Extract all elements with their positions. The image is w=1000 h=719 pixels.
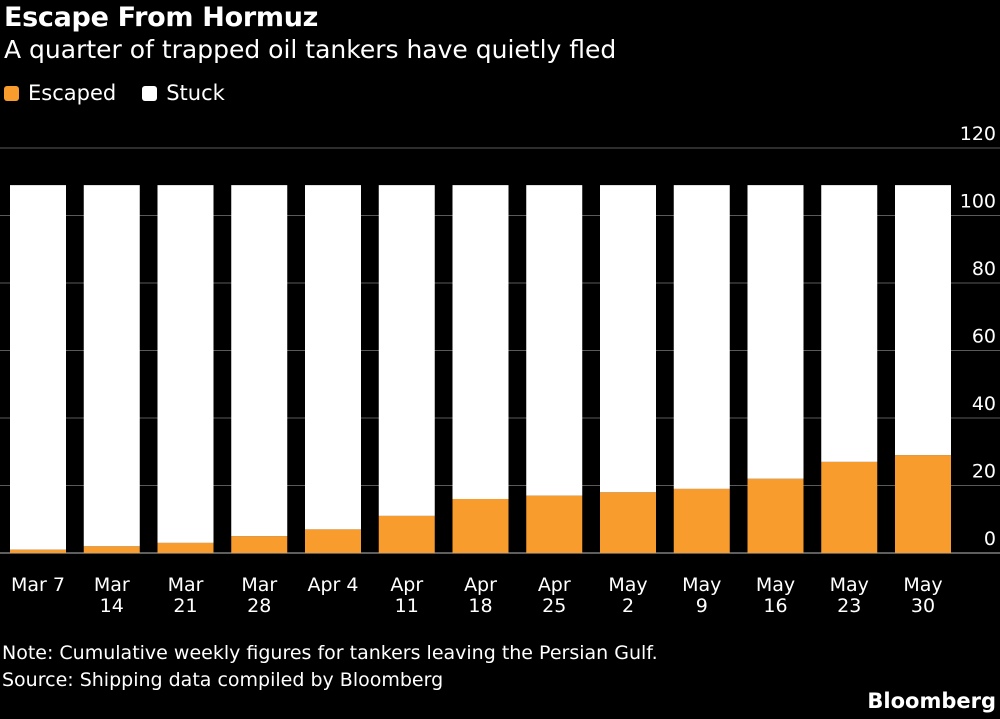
bar-stuck-1 [83, 185, 140, 547]
x-tick-label-5-0: Apr [390, 574, 423, 596]
y-tick-label-120: 120 [960, 123, 996, 145]
bar-stuck-10 [747, 185, 804, 479]
bar-stuck-0 [10, 185, 66, 550]
bar-escaped-10 [747, 478, 804, 553]
bar-stuck-6 [452, 185, 509, 499]
legend-swatch-stuck [142, 85, 158, 101]
bar-stuck-3 [231, 185, 288, 537]
bloomberg-logo: Bloomberg [867, 689, 996, 713]
chart-title: Escape From Hormuz [4, 2, 319, 33]
x-tick-label-9-0: May [682, 574, 721, 596]
x-tick-label-9-1: 9 [696, 595, 708, 617]
bar-stuck-11 [821, 185, 878, 462]
bar-escaped-1 [83, 546, 140, 553]
legend-swatch-escaped [4, 85, 19, 101]
y-tick-label-100: 100 [960, 191, 996, 213]
x-tick-label-5-1: 11 [395, 595, 419, 617]
bar-escaped-4 [305, 529, 361, 553]
x-tick-label-10-0: May [756, 574, 795, 596]
bar-escaped-11 [821, 461, 878, 553]
y-tick-label-80: 80 [972, 258, 996, 280]
y-tick-label-60: 60 [972, 326, 996, 348]
x-tick-label-6-0: Apr [464, 574, 497, 596]
x-tick-label-1-0: Mar [94, 574, 130, 596]
y-tick-label-0: 0 [984, 528, 996, 550]
bar-stuck-4 [305, 185, 361, 530]
legend-item-stuck: Stuck [142, 81, 225, 105]
x-tick-label-2-0: Mar [168, 574, 204, 596]
x-tick-label-3-0: Mar [241, 574, 277, 596]
x-tick-label-11-1: 23 [837, 595, 861, 617]
x-tick-label-6-1: 18 [468, 595, 492, 617]
bar-escaped-0 [10, 549, 66, 553]
x-tick-label-8-1: 2 [622, 595, 634, 617]
bar-stuck-7 [526, 185, 583, 496]
bar-stuck-9 [673, 185, 730, 489]
y-tick-label-40: 40 [972, 393, 996, 415]
bar-stuck-8 [600, 185, 656, 493]
x-tick-label-0-0: Mar 7 [11, 574, 65, 596]
bar-escaped-8 [600, 492, 656, 553]
x-tick-label-7-0: Apr [538, 574, 571, 596]
source-text: Source: Shipping data compiled by Bloomb… [2, 669, 444, 691]
bar-stuck-5 [378, 185, 435, 516]
x-tick-label-12-1: 30 [911, 595, 935, 617]
legend: Escaped Stuck [4, 81, 251, 105]
y-tick-label-20: 20 [972, 461, 996, 483]
bar-escaped-3 [231, 536, 288, 553]
bar-escaped-12 [895, 455, 951, 553]
x-tick-label-3-1: 28 [247, 595, 271, 617]
x-tick-label-4-0: Apr 4 [308, 574, 359, 596]
chart-subtitle: A quarter of trapped oil tankers have qu… [4, 35, 617, 64]
bar-escaped-6 [452, 499, 509, 553]
x-tick-label-2-1: 21 [173, 595, 197, 617]
x-tick-label-10-1: 16 [763, 595, 787, 617]
bar-escaped-5 [378, 515, 435, 553]
legend-item-escaped: Escaped [4, 81, 116, 105]
x-tick-label-8-0: May [608, 574, 647, 596]
legend-label-stuck: Stuck [166, 81, 225, 105]
bar-escaped-9 [673, 488, 730, 553]
bar-escaped-2 [157, 542, 214, 553]
x-tick-label-11-0: May [830, 574, 869, 596]
x-tick-label-1-1: 14 [100, 595, 124, 617]
note-text: Note: Cumulative weekly figures for tank… [2, 642, 658, 664]
legend-label-escaped: Escaped [28, 81, 117, 105]
bar-escaped-7 [526, 495, 583, 553]
bar-stuck-12 [895, 185, 951, 456]
bar-stuck-2 [157, 185, 214, 543]
x-tick-label-12-0: May [903, 574, 942, 596]
x-tick-label-7-1: 25 [542, 595, 566, 617]
